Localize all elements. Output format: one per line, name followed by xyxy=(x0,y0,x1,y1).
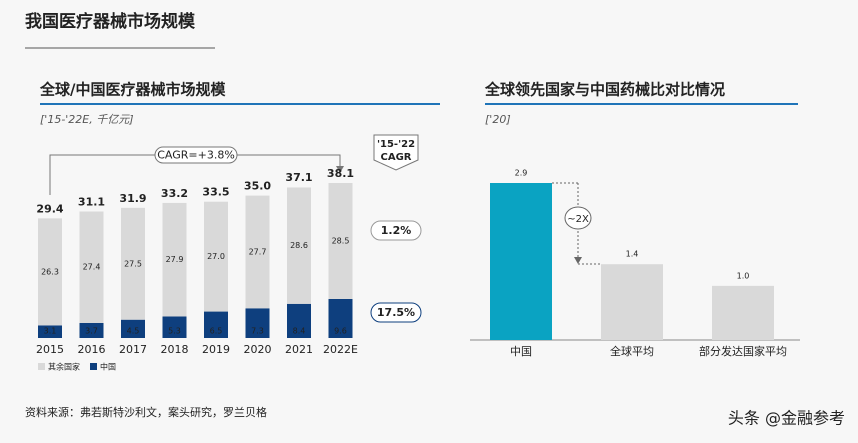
bar-segment xyxy=(328,298,353,338)
bar-segment xyxy=(121,319,145,338)
bar-segment xyxy=(79,211,104,323)
x-tick-label: 部分发达国家平均 xyxy=(699,344,787,358)
bar xyxy=(712,285,774,340)
value-label: 7.3 xyxy=(251,327,264,336)
x-tick-label: 2019 xyxy=(202,343,230,356)
bar-segment xyxy=(162,316,187,338)
value-label: 6.5 xyxy=(210,327,223,336)
page-title: 我国医疗器械市场规模 xyxy=(25,11,196,32)
value-label: 1.4 xyxy=(626,250,639,259)
bar-segment xyxy=(328,183,353,299)
x-tick-label: 2018 xyxy=(161,343,189,356)
bar-segment xyxy=(38,325,62,338)
x-tick-label: 中国 xyxy=(510,345,532,358)
value-label: 8.4 xyxy=(293,327,306,336)
bar-segment xyxy=(38,218,62,326)
cagr-label: CAGR=+3.8% xyxy=(157,149,235,162)
total-label: 31.1 xyxy=(78,195,105,208)
value-label: 27.5 xyxy=(124,259,142,268)
legend-label: 中国 xyxy=(100,362,116,372)
cagr-header-box xyxy=(373,134,419,171)
x-tick-label: 2021 xyxy=(285,343,313,356)
x-tick-label: 2015 xyxy=(36,343,64,356)
total-label: 31.9 xyxy=(119,192,146,205)
value-label: 2.9 xyxy=(515,169,528,178)
bar-segment xyxy=(204,201,228,312)
bar xyxy=(490,183,552,340)
value-label: 27.7 xyxy=(249,247,267,256)
chart-subtitle: ['20] xyxy=(485,113,511,126)
legend-label: 其余国家 xyxy=(48,362,80,372)
watermark: 头条 @金融参考 xyxy=(728,409,845,428)
cagr-pill xyxy=(370,220,422,241)
legend-swatch xyxy=(90,363,97,370)
value-label: 26.3 xyxy=(41,267,59,276)
value-label: 28.6 xyxy=(290,241,308,250)
value-label: 27.0 xyxy=(207,252,225,261)
chart-title: 全球领先国家与中国药械比对比情况 xyxy=(484,81,725,99)
legend-swatch xyxy=(38,363,45,370)
total-label: 37.1 xyxy=(285,171,312,184)
bar xyxy=(601,264,663,340)
cagr-value: 1.2% xyxy=(381,224,412,237)
total-label: 33.2 xyxy=(161,187,188,200)
x-tick-label: 2022E xyxy=(323,343,358,356)
bar-segment xyxy=(204,311,228,338)
value-label: 27.9 xyxy=(166,255,184,264)
value-label: 3.1 xyxy=(44,327,57,336)
chart-title: 全球/中国医疗器械市场规模 xyxy=(39,81,226,99)
ratio-circle xyxy=(564,206,592,230)
value-label: 27.4 xyxy=(83,263,101,272)
cagr-value: 17.5% xyxy=(377,306,415,319)
value-label: 3.7 xyxy=(85,327,98,336)
x-tick-label: 2016 xyxy=(78,343,106,356)
bar-segment xyxy=(79,322,104,338)
value-label: 5.3 xyxy=(168,327,181,336)
ratio-label: ~2X xyxy=(567,214,589,225)
value-label: 9.6 xyxy=(334,327,347,336)
bar-segment xyxy=(287,303,311,338)
total-label: 38.1 xyxy=(327,167,354,180)
cagr-header: CAGR xyxy=(381,152,412,163)
value-label: 4.5 xyxy=(127,327,140,336)
cagr-box xyxy=(154,146,238,164)
bar-segment xyxy=(287,187,311,304)
total-label: 29.4 xyxy=(36,202,63,215)
value-label: 28.5 xyxy=(332,236,350,245)
bar-segment xyxy=(245,195,270,309)
total-label: 35.0 xyxy=(244,180,271,193)
x-tick-label: 全球平均 xyxy=(610,344,654,358)
guide-arrow xyxy=(574,257,582,264)
bar-segment xyxy=(245,308,270,338)
cagr-arrow xyxy=(336,166,344,173)
value-label: 1.0 xyxy=(737,271,750,280)
bar-segment xyxy=(121,207,145,320)
chart-subtitle: ['15-'22E, 千亿元] xyxy=(40,113,134,126)
source: 资料来源：弗若斯特沙利文，案头研究，罗兰贝格 xyxy=(25,405,267,419)
x-tick-label: 2017 xyxy=(119,343,147,356)
cagr-header: '15-'22 xyxy=(377,139,415,150)
cagr-pill xyxy=(370,302,422,323)
x-tick-label: 2020 xyxy=(244,343,272,356)
total-label: 33.5 xyxy=(202,186,229,199)
bar-segment xyxy=(162,202,187,317)
